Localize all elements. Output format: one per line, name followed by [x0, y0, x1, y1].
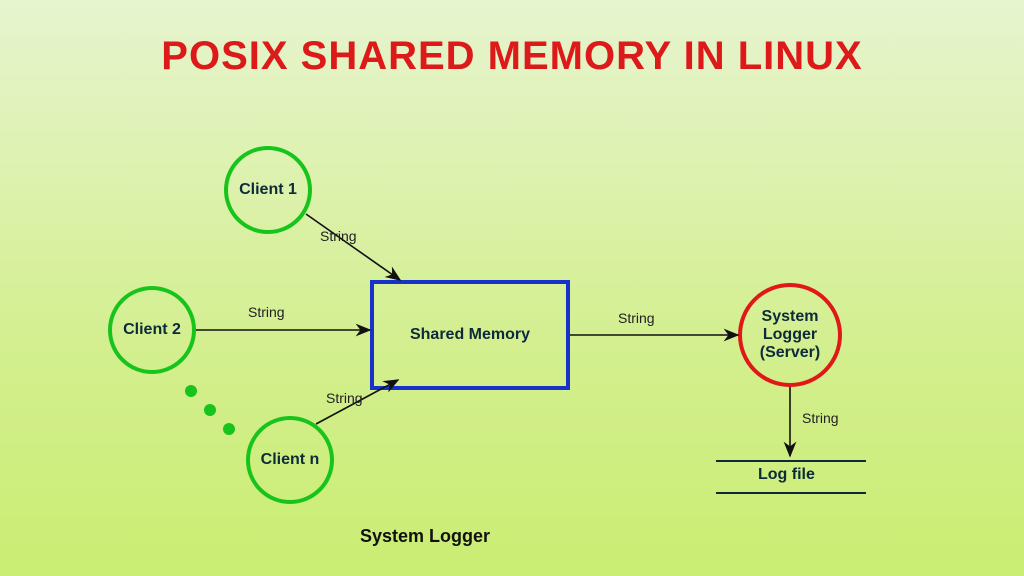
- node-system-logger-server: System Logger (Server): [738, 283, 842, 387]
- diagram-canvas: POSIX SHARED MEMORY IN LINUX Client 1 Cl…: [0, 0, 1024, 576]
- node-client-2: Client 2: [108, 286, 196, 374]
- edge-client1-to-shm: [306, 214, 400, 280]
- node-label: Client 1: [239, 181, 297, 199]
- ellipsis-dot: [204, 404, 216, 416]
- logfile-label: Log file: [758, 466, 815, 484]
- edge-label: String: [802, 410, 839, 426]
- edge-label: String: [248, 304, 285, 320]
- edge-label: String: [618, 310, 655, 326]
- node-label: Client 2: [123, 321, 181, 339]
- logfile-line-bottom: [716, 492, 866, 494]
- page-title: POSIX SHARED MEMORY IN LINUX: [0, 34, 1024, 79]
- logfile-line-top: [716, 460, 866, 462]
- node-label: Shared Memory: [410, 326, 530, 344]
- node-label: Client n: [261, 451, 320, 469]
- ellipsis-dot: [223, 423, 235, 435]
- edge-label: String: [326, 390, 363, 406]
- ellipsis-dot: [185, 385, 197, 397]
- node-label: System Logger (Server): [760, 308, 820, 362]
- diagram-caption: System Logger: [360, 526, 490, 547]
- node-client-n: Client n: [246, 416, 334, 504]
- edge-label: String: [320, 228, 357, 244]
- node-shared-memory: Shared Memory: [370, 280, 570, 390]
- node-client-1: Client 1: [224, 146, 312, 234]
